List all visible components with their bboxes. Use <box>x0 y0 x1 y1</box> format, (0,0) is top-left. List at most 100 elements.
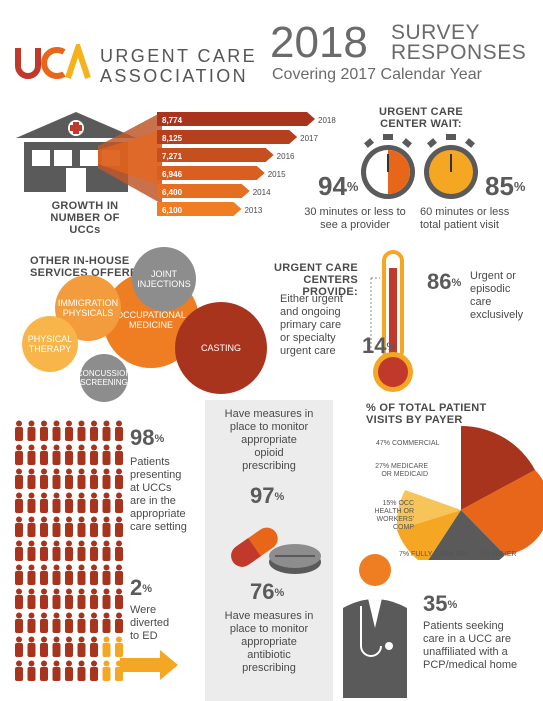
medicare-line1: 27% MEDICARE <box>375 463 428 470</box>
wait-title-line2: CENTER WAIT: <box>380 118 462 130</box>
growth-label: GROWTH IN NUMBER OF UCCs <box>35 200 135 236</box>
person-icon <box>90 420 98 441</box>
provide-high-pct: 86% <box>427 269 462 294</box>
growth-funnel-icon <box>98 112 162 204</box>
ed-diverted-pct-value: 2 <box>130 575 143 600</box>
survey-year: 2018 <box>270 18 368 67</box>
pie-slice-commercial <box>461 425 535 510</box>
person-icon <box>27 540 36 561</box>
provide-body-line4: or specialty <box>280 332 336 344</box>
occ-line2: HEALTH OR <box>374 508 414 515</box>
person-icon <box>102 468 111 489</box>
person-icon <box>90 492 98 513</box>
antibiotic-pct: 76% <box>250 579 285 604</box>
title-survey: SURVEY <box>391 21 480 44</box>
person-icon <box>65 636 73 657</box>
provide-title-line1: URGENT CARE <box>274 262 358 274</box>
person-icon <box>90 636 98 657</box>
ed-diverted-line1: Were <box>130 604 157 616</box>
wait-left-line1: 30 minutes or less to <box>304 206 406 218</box>
physical-line2: THERAPY <box>28 344 72 354</box>
person-icon <box>115 564 123 585</box>
person-icon <box>40 636 48 657</box>
person-icon <box>40 516 48 537</box>
subtitle: Covering 2017 Calendar Year <box>272 66 482 83</box>
services-title-line1: OTHER IN-HOUSE <box>30 255 130 267</box>
person-icon <box>65 516 73 537</box>
growth-bar-value-2018: 8,774 <box>162 116 183 125</box>
ed-appropriate-line6: care setting <box>130 521 187 533</box>
occ-line4: COMP <box>393 524 414 531</box>
person-icon <box>40 468 48 489</box>
immigration-line2: PHYSICALS <box>62 308 114 318</box>
opioid-line2: place to monitor <box>229 421 309 433</box>
person-icon <box>40 564 48 585</box>
person-icon <box>40 660 48 681</box>
person-icon <box>90 564 98 585</box>
payer-title-line2: VISITS BY PAYER <box>366 414 463 426</box>
concussion-line1: CONCUSSION <box>76 369 132 378</box>
provide-high-line2: episodic <box>470 283 511 295</box>
person-icon <box>40 612 48 633</box>
services-title-line2: SERVICES OFFERED <box>30 267 146 279</box>
opioid-pct-value: 97 <box>250 483 275 508</box>
person-icon <box>77 612 86 633</box>
bubble-concussion-screening: CONCUSSION SCREENING <box>76 354 132 402</box>
payer-label-medicare: 27% MEDICARE OR MEDICAID <box>348 463 428 479</box>
antibiotic-line5: prescribing <box>242 662 296 674</box>
growth-bar-value-2017: 8,125 <box>162 134 183 143</box>
person-icon <box>40 444 48 465</box>
bubble-joint-injections: JOINT INJECTIONS <box>132 247 196 311</box>
wait-right-line1: 60 minutes or less <box>420 206 510 218</box>
provide-title: URGENT CARE CENTERS PROVIDE: <box>254 262 358 298</box>
opioid-pct: 97% <box>250 483 285 508</box>
person-icon <box>52 540 61 561</box>
home-line4: PCP/medical home <box>423 659 518 671</box>
provide-high-line4: exclusively <box>470 309 524 321</box>
person-icon <box>52 636 61 657</box>
wait-title: URGENT CARE CENTER WAIT: <box>371 106 471 130</box>
person-icon <box>102 516 111 537</box>
home-line3: unaffiliated with a <box>423 646 508 658</box>
person-icon <box>77 660 86 681</box>
person-icon <box>65 564 73 585</box>
person-icon <box>77 468 86 489</box>
person-icon <box>65 612 73 633</box>
person-icon <box>15 420 23 441</box>
pills-icon <box>231 527 321 574</box>
person-icon <box>27 660 36 681</box>
home-line2: care in a UCC are <box>423 633 512 645</box>
person-icon <box>77 420 86 441</box>
person-icon <box>102 564 111 585</box>
person-icon <box>65 468 73 489</box>
person-icon <box>115 492 123 513</box>
person-icon <box>115 540 123 561</box>
doctor-icon <box>343 554 407 698</box>
person-icon <box>90 444 98 465</box>
ed-appropriate-line2: presenting <box>130 469 182 481</box>
thermometer-icon <box>370 250 413 392</box>
provide-body-line1: Either urgent <box>280 293 343 305</box>
person-icon <box>115 588 123 609</box>
person-icon <box>15 612 23 633</box>
person-icon <box>27 420 36 441</box>
person-icon <box>102 660 111 681</box>
home-line1: Patients seeking <box>423 620 504 632</box>
person-icon <box>65 492 73 513</box>
pie-slice-occ <box>396 490 461 530</box>
person-icon <box>15 444 23 465</box>
growth-bar-value-2016: 7,271 <box>162 152 183 161</box>
person-icon <box>90 516 98 537</box>
provide-high-line1: Urgent or <box>470 270 516 282</box>
home-pct: 35% <box>423 591 458 616</box>
opioid-text: Have measures in place to monitor approp… <box>205 408 333 473</box>
person-icon <box>52 444 61 465</box>
person-icon <box>115 468 123 489</box>
antibiotic-line1: Have measures in <box>224 610 314 622</box>
pie-slice-medicare <box>461 470 543 555</box>
person-icon <box>77 516 86 537</box>
payer-label-occ: 15% OCC HEALTH OR WORKERS' COMP <box>368 500 414 532</box>
growth-bar-2013 <box>157 202 242 216</box>
provide-body-line5: urgent care <box>280 345 336 357</box>
person-icon <box>52 420 61 441</box>
